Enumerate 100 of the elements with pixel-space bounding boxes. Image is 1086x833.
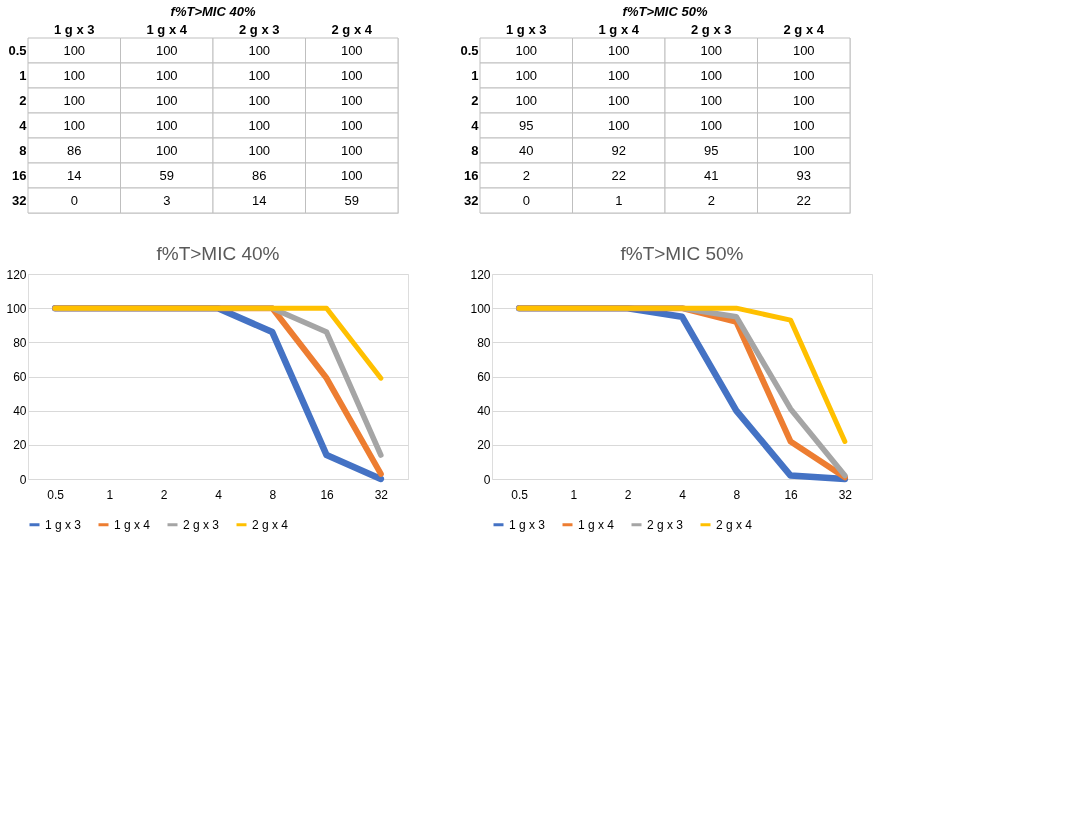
data-label: 100 [63,42,86,58]
y-tick-label: 80 [13,335,27,350]
chart-title: f%T>MIC 40% [170,4,256,19]
data-label: 100 [155,142,178,158]
data-label: 100 [248,42,271,58]
data-label: 40 [519,142,534,158]
x-tick-label: 8 [269,487,277,502]
data-label: 41 [704,167,719,183]
x-tick-label: 1 g x 4 [598,21,640,37]
data-label: 0 [70,192,78,208]
data-label: 100 [340,117,363,133]
x-tick-label: 2 [160,487,168,502]
legend-label: 2 g x 4 [716,517,753,532]
y-tick-label: 8 [19,142,27,158]
data-label: 100 [607,92,630,108]
legend-label: 2 g x 4 [252,517,289,532]
legend-label: 2 g x 3 [183,517,220,532]
x-tick-label: 32 [838,487,853,502]
x-tick-label: 1 g x 3 [506,21,547,37]
y-tick-label: 32 [12,192,27,208]
y-tick-label: 8 [471,142,479,158]
data-label: 3 [163,192,171,208]
x-tick-label: 4 [679,487,687,502]
y-tick-label: 0 [483,472,491,487]
x-tick-label: 1 g x 4 [146,21,188,37]
data-label: 100 [248,92,271,108]
data-label: 100 [155,67,178,83]
data-label: 0 [522,192,530,208]
data-label: 100 [340,67,363,83]
y-tick-label: 16 [464,167,479,183]
x-tick-label: 2 g x 3 [691,21,732,37]
x-tick-label: 2 g x 4 [783,21,825,37]
y-tick-label: 100 [470,301,491,316]
data-label: 100 [155,42,178,58]
data-label: 1 [615,192,623,208]
data-label: 100 [792,92,815,108]
y-tick-label: 0 [19,472,27,487]
data-label: 100 [515,67,538,83]
data-label: 100 [792,42,815,58]
data-label: 100 [340,142,363,158]
x-tick-label: 8 [733,487,741,502]
legend-label: 1 g x 3 [45,517,82,532]
legend-label: 2 g x 3 [647,517,684,532]
data-label: 95 [704,142,719,158]
data-label: 100 [155,92,178,108]
data-label: 100 [607,67,630,83]
data-label: 100 [515,92,538,108]
x-tick-label: 2 [624,487,632,502]
y-tick-label: 20 [13,438,27,453]
y-tick-label: 0.5 [8,42,27,58]
y-tick-label: 60 [477,370,491,384]
data-label: 100 [607,42,630,58]
legend-label: 1 g x 3 [509,517,546,532]
x-tick-label: 1 g x 3 [54,21,95,37]
data-label: 100 [792,117,815,133]
y-tick-label: 4 [471,117,480,133]
data-label: 100 [700,67,723,83]
x-tick-label: 1 [570,487,578,502]
data-label: 92 [611,142,626,158]
x-tick-label: 2 g x 3 [239,21,280,37]
x-tick-label: 0.5 [47,487,65,502]
data-label: 100 [248,67,271,83]
x-tick-label: 4 [215,487,223,502]
y-tick-label: 40 [13,404,27,419]
y-tick-label: 1 [471,67,479,83]
data-label: 86 [67,142,82,158]
x-tick-label: 16 [320,487,335,502]
data-label: 100 [63,92,86,108]
data-label: 100 [700,117,723,133]
y-tick-label: 100 [6,301,27,316]
data-label: 93 [796,167,811,183]
data-label: 100 [248,117,271,133]
data-label: 100 [792,142,815,158]
data-label: 22 [796,192,811,208]
x-tick-label: 16 [784,487,799,502]
data-label: 100 [700,92,723,108]
chart-title: f%T>MIC 40% [156,243,280,264]
data-label: 14 [252,192,267,208]
data-label: 22 [611,167,626,183]
x-tick-label: 0.5 [511,487,529,502]
data-label: 59 [159,167,174,183]
y-tick-label: 2 [19,92,27,108]
data-label: 2 [707,192,715,208]
chart-title: f%T>MIC 50% [620,243,744,264]
data-label: 100 [63,67,86,83]
y-tick-label: 60 [13,370,27,384]
y-tick-label: 20 [477,438,491,453]
y-tick-label: 32 [464,192,479,208]
y-tick-label: 120 [470,267,491,282]
x-tick-label: 1 [106,487,114,502]
y-tick-label: 1 [19,67,27,83]
data-label: 100 [340,92,363,108]
data-label: 100 [155,117,178,133]
legend-label: 1 g x 4 [578,517,615,532]
data-label: 100 [248,142,271,158]
legend-label: 1 g x 4 [114,517,151,532]
x-tick-label: 2 g x 4 [331,21,373,37]
data-label: 14 [67,167,82,183]
y-tick-label: 40 [477,404,491,419]
data-label: 100 [63,117,86,133]
